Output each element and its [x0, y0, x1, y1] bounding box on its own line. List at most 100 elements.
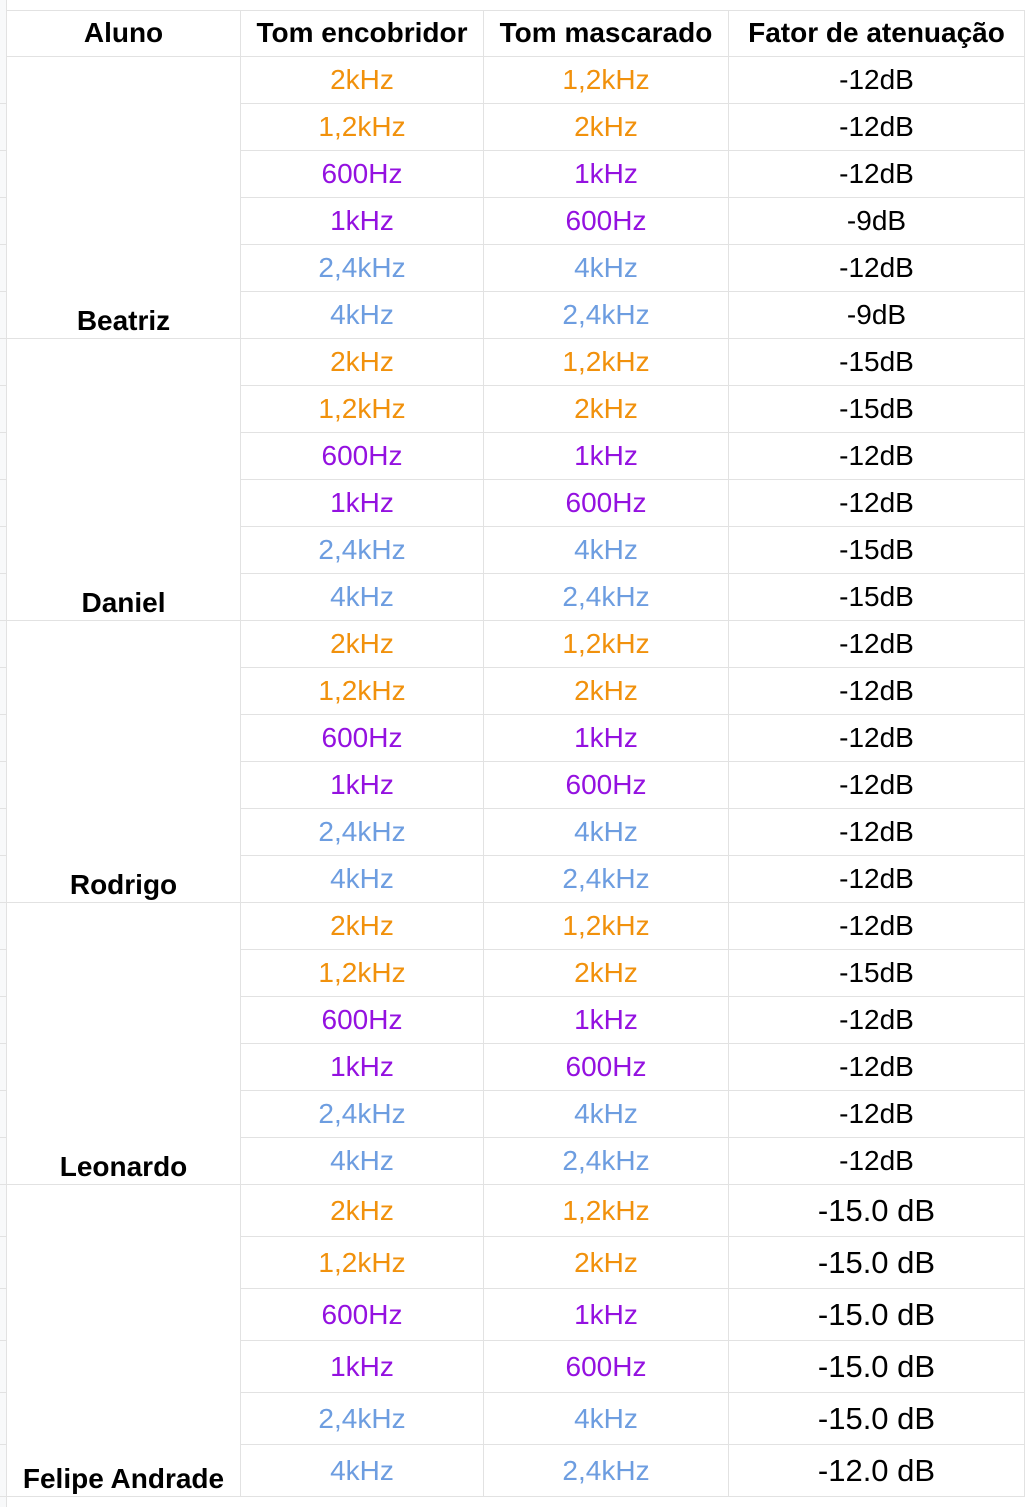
masker-tone-cell[interactable]: 2kHz — [241, 57, 484, 104]
masked-tone-cell[interactable]: 1,2kHz — [484, 339, 729, 386]
masked-tone-cell[interactable]: 2,4kHz — [484, 1445, 729, 1497]
attenuation-cell[interactable]: -15.0 dB — [729, 1393, 1025, 1445]
masked-tone-cell[interactable]: 1,2kHz — [484, 903, 729, 950]
masker-tone-cell[interactable]: 1,2kHz — [241, 104, 484, 151]
masker-tone-cell[interactable]: 2,4kHz — [241, 809, 484, 856]
attenuation-cell[interactable]: -9dB — [729, 292, 1025, 339]
student-name-cell[interactable]: Felipe Andrade — [7, 1185, 241, 1497]
masker-tone-cell[interactable]: 4kHz — [241, 574, 484, 621]
header-masked-tone[interactable]: Tom mascarado — [484, 10, 729, 57]
student-name-cell[interactable]: Beatriz — [7, 57, 241, 339]
masked-tone-cell[interactable]: 1kHz — [484, 433, 729, 480]
row-gutter-line — [0, 291, 6, 292]
masker-tone-cell[interactable]: 4kHz — [241, 856, 484, 903]
attenuation-cell[interactable]: -12dB — [729, 715, 1025, 762]
masked-tone-cell[interactable]: 1,2kHz — [484, 1185, 729, 1237]
masker-tone-cell[interactable]: 2kHz — [241, 1185, 484, 1237]
masker-tone-cell[interactable]: 1kHz — [241, 1341, 484, 1393]
masker-tone-cell[interactable]: 4kHz — [241, 1445, 484, 1497]
masked-tone-cell[interactable]: 1kHz — [484, 151, 729, 198]
masker-tone-cell[interactable]: 4kHz — [241, 292, 484, 339]
masked-tone-cell[interactable]: 4kHz — [484, 245, 729, 292]
attenuation-cell[interactable]: -15dB — [729, 950, 1025, 997]
masked-tone-cell[interactable]: 600Hz — [484, 1044, 729, 1091]
student-name-cell[interactable]: Leonardo — [7, 903, 241, 1185]
masker-tone-cell[interactable]: 600Hz — [241, 1289, 484, 1341]
attenuation-cell[interactable]: -12dB — [729, 433, 1025, 480]
attenuation-cell[interactable]: -12dB — [729, 480, 1025, 527]
masker-tone-cell[interactable]: 1,2kHz — [241, 386, 484, 433]
masked-tone-cell[interactable]: 600Hz — [484, 480, 729, 527]
attenuation-cell[interactable]: -12dB — [729, 57, 1025, 104]
masked-tone-cell[interactable]: 4kHz — [484, 809, 729, 856]
masked-tone-cell[interactable]: 2,4kHz — [484, 574, 729, 621]
masker-tone-cell[interactable]: 4kHz — [241, 1138, 484, 1185]
masked-tone-cell[interactable]: 600Hz — [484, 762, 729, 809]
header-masker-tone[interactable]: Tom encobridor — [241, 10, 484, 57]
masked-tone-cell[interactable]: 1,2kHz — [484, 57, 729, 104]
masker-tone-cell[interactable]: 1kHz — [241, 480, 484, 527]
attenuation-cell[interactable]: -9dB — [729, 198, 1025, 245]
attenuation-cell[interactable]: -12dB — [729, 1044, 1025, 1091]
header-attenuation-factor[interactable]: Fator de atenuação — [729, 10, 1025, 57]
masked-tone-cell[interactable]: 1kHz — [484, 715, 729, 762]
attenuation-cell[interactable]: -15dB — [729, 339, 1025, 386]
masker-tone-cell[interactable]: 600Hz — [241, 997, 484, 1044]
masker-tone-cell[interactable]: 2kHz — [241, 339, 484, 386]
masker-tone-cell[interactable]: 2,4kHz — [241, 1393, 484, 1445]
masked-tone-cell[interactable]: 2,4kHz — [484, 856, 729, 903]
attenuation-cell[interactable]: -12dB — [729, 668, 1025, 715]
attenuation-cell[interactable]: -12dB — [729, 245, 1025, 292]
masker-tone-cell[interactable]: 1,2kHz — [241, 1237, 484, 1289]
masker-tone-cell[interactable]: 600Hz — [241, 433, 484, 480]
masker-tone-cell[interactable]: 2,4kHz — [241, 1091, 484, 1138]
masker-tone-cell[interactable]: 2,4kHz — [241, 527, 484, 574]
attenuation-cell[interactable]: -12dB — [729, 856, 1025, 903]
attenuation-cell[interactable]: -12dB — [729, 621, 1025, 668]
masker-tone-cell[interactable]: 600Hz — [241, 715, 484, 762]
student-name-cell[interactable]: Daniel — [7, 339, 241, 621]
masker-tone-cell[interactable]: 2,4kHz — [241, 245, 484, 292]
masked-tone-cell[interactable]: 1kHz — [484, 1289, 729, 1341]
masker-tone-cell[interactable]: 600Hz — [241, 151, 484, 198]
masked-tone-cell[interactable]: 2kHz — [484, 104, 729, 151]
masked-tone-cell[interactable]: 2,4kHz — [484, 1138, 729, 1185]
attenuation-cell[interactable]: -15.0 dB — [729, 1237, 1025, 1289]
attenuation-cell[interactable]: -15dB — [729, 386, 1025, 433]
header-student[interactable]: Aluno — [7, 10, 241, 57]
attenuation-cell[interactable]: -12dB — [729, 1091, 1025, 1138]
attenuation-cell[interactable]: -12dB — [729, 809, 1025, 856]
masker-tone-cell[interactable]: 1kHz — [241, 1044, 484, 1091]
masker-tone-cell[interactable]: 1kHz — [241, 198, 484, 245]
masked-tone-cell[interactable]: 4kHz — [484, 527, 729, 574]
masker-tone-cell[interactable]: 1kHz — [241, 762, 484, 809]
masked-tone-cell[interactable]: 2kHz — [484, 1237, 729, 1289]
masked-tone-cell[interactable]: 1kHz — [484, 997, 729, 1044]
attenuation-cell[interactable]: -15dB — [729, 574, 1025, 621]
attenuation-cell[interactable]: -12dB — [729, 1138, 1025, 1185]
attenuation-cell[interactable]: -12dB — [729, 104, 1025, 151]
attenuation-cell[interactable]: -12dB — [729, 903, 1025, 950]
masker-tone-cell[interactable]: 2kHz — [241, 621, 484, 668]
masked-tone-cell[interactable]: 1,2kHz — [484, 621, 729, 668]
masker-tone-cell[interactable]: 1,2kHz — [241, 950, 484, 997]
masked-tone-cell[interactable]: 4kHz — [484, 1091, 729, 1138]
attenuation-cell[interactable]: -15.0 dB — [729, 1185, 1025, 1237]
masked-tone-cell[interactable]: 2,4kHz — [484, 292, 729, 339]
masked-tone-cell[interactable]: 2kHz — [484, 668, 729, 715]
masker-tone-cell[interactable]: 2kHz — [241, 903, 484, 950]
masked-tone-cell[interactable]: 2kHz — [484, 386, 729, 433]
attenuation-cell[interactable]: -15dB — [729, 527, 1025, 574]
masked-tone-cell[interactable]: 600Hz — [484, 1341, 729, 1393]
masker-tone-cell[interactable]: 1,2kHz — [241, 668, 484, 715]
masked-tone-cell[interactable]: 4kHz — [484, 1393, 729, 1445]
attenuation-cell[interactable]: -12dB — [729, 762, 1025, 809]
student-name-cell[interactable]: Rodrigo — [7, 621, 241, 903]
attenuation-cell[interactable]: -12dB — [729, 997, 1025, 1044]
masked-tone-cell[interactable]: 2kHz — [484, 950, 729, 997]
attenuation-cell[interactable]: -12dB — [729, 151, 1025, 198]
masked-tone-cell[interactable]: 600Hz — [484, 198, 729, 245]
attenuation-cell[interactable]: -15.0 dB — [729, 1341, 1025, 1393]
attenuation-cell[interactable]: -15.0 dB — [729, 1289, 1025, 1341]
attenuation-cell[interactable]: -12.0 dB — [729, 1445, 1025, 1497]
